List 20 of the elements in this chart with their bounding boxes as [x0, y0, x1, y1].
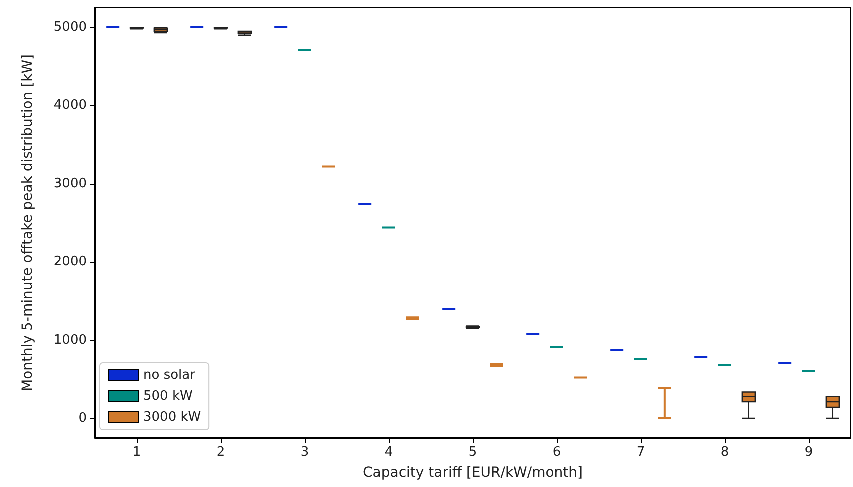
x-tick-label: 1 — [132, 445, 142, 460]
x-axis-title: Capacity tariff [EUR/kW/month] — [362, 465, 584, 481]
y-tick-label: 4000 — [54, 98, 87, 114]
legend-label: 500 kW — [144, 389, 193, 404]
x-tick-label: 4 — [384, 445, 394, 460]
x-tick-label: 8 — [720, 445, 730, 460]
x-tick-label: 3 — [300, 445, 310, 460]
x-tick-label: 2 — [216, 445, 226, 460]
x-tick-label: 9 — [804, 445, 814, 460]
y-tick-label: 1000 — [54, 332, 87, 348]
legend-label: 3000 kW — [144, 410, 202, 425]
legend-label: no solar — [144, 368, 196, 383]
y-axis-title: Monthly 5-minute offtake peak distribution [kW] — [20, 54, 36, 392]
y-tick-label: 0 — [78, 410, 87, 426]
y-tick-label: 2000 — [54, 254, 87, 270]
x-tick-label: 5 — [468, 445, 478, 460]
y-tick-label: 3000 — [54, 176, 87, 192]
y-tick-label: 5000 — [54, 20, 87, 36]
x-tick-label: 7 — [636, 445, 646, 460]
x-tick-label: 6 — [552, 445, 562, 460]
